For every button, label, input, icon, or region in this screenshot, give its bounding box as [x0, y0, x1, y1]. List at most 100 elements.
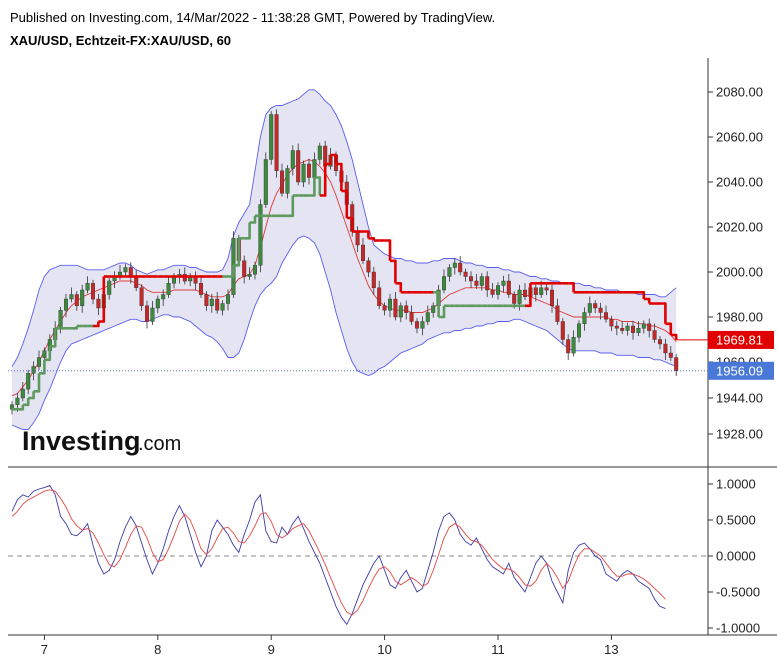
candle-body	[452, 262, 457, 268]
candle-body	[668, 352, 673, 358]
supertrend-segment	[22, 398, 30, 407]
candle-body	[593, 303, 598, 309]
candle-body	[252, 265, 257, 275]
stop-level-badge-bg	[708, 330, 774, 349]
supertrend-segment	[319, 164, 327, 197]
candle-body	[42, 350, 47, 358]
candle-body	[150, 307, 155, 322]
candle-body	[442, 276, 447, 291]
candle-body	[155, 298, 160, 309]
candle-body	[447, 267, 452, 277]
price-tick-label: 1944.00	[716, 391, 763, 406]
supertrend-segment	[363, 230, 370, 239]
candle-body	[577, 323, 582, 338]
last-price-badge-bg	[708, 361, 774, 380]
candle-body	[366, 260, 371, 273]
supertrend-segment	[643, 297, 651, 304]
time-tick-label: 10	[377, 642, 391, 657]
candle-body	[496, 285, 501, 295]
supertrend-segment	[525, 283, 532, 308]
candle-body	[26, 373, 31, 390]
candle-body	[398, 305, 403, 318]
candle-body	[517, 289, 522, 304]
candle-body	[544, 287, 549, 291]
supertrend-segment	[228, 265, 235, 278]
candle-body	[317, 145, 322, 160]
symbol-line: XAU/USD, Echtzeit-FX:XAU/USD, 60	[10, 33, 232, 48]
candle-body	[242, 260, 247, 277]
candle-body	[20, 388, 25, 399]
supertrend-segment	[638, 291, 646, 299]
candle-body	[647, 323, 652, 331]
supertrend-segment	[49, 328, 57, 348]
candle-body	[225, 294, 230, 304]
candle-body	[128, 267, 133, 277]
supertrend-segment	[384, 239, 392, 261]
logo-suffix-text: .com	[138, 433, 181, 455]
price-tick-label: 2040.00	[716, 175, 763, 190]
candle-body	[312, 159, 317, 178]
candle-body	[555, 305, 560, 322]
time-tick-label: 7	[41, 642, 48, 657]
candle-body	[74, 294, 79, 307]
candle-body	[415, 321, 420, 329]
candle-body	[609, 319, 614, 327]
supertrend-segment	[249, 215, 257, 224]
candle-body	[107, 280, 112, 295]
oscillator-tick-label: 1.0000	[716, 477, 756, 492]
candle-body	[485, 276, 490, 291]
oscillator-tick-label: 0.0000	[716, 549, 756, 564]
last-price-badge-label: 1956.09	[716, 363, 763, 378]
candle-body	[215, 298, 220, 311]
supertrend-segment	[44, 346, 52, 362]
candle-body	[301, 163, 306, 183]
candle-body	[550, 289, 555, 307]
supertrend-segment	[390, 259, 397, 284]
candle-body	[285, 168, 290, 194]
time-tick-label: 8	[154, 642, 161, 657]
candle-body	[58, 310, 63, 329]
candle-body	[204, 294, 209, 307]
oscillator-tick-label: 0.5000	[716, 513, 756, 528]
candle-body	[134, 276, 139, 289]
candle-body	[469, 276, 474, 282]
candle-body	[512, 294, 517, 304]
stop-level-badge-label: 1969.81	[716, 332, 763, 347]
candle-body	[139, 287, 144, 306]
candle-body	[63, 298, 68, 311]
candle-body	[144, 305, 149, 322]
oscillator-tick-label: -0.5000	[716, 585, 760, 600]
candle-body	[85, 283, 90, 291]
supertrend-segment	[98, 276, 106, 323]
candle-body	[220, 303, 225, 311]
candle-body	[258, 204, 263, 266]
candle-body	[598, 307, 603, 313]
price-tick-label: 1980.00	[716, 310, 763, 325]
candle-body	[269, 114, 274, 160]
candle-body	[361, 244, 366, 262]
candle-body	[539, 287, 544, 295]
supertrend-segment	[433, 291, 440, 317]
candle-body	[209, 298, 214, 307]
oscillator-pane	[8, 484, 708, 626]
candle-body	[501, 280, 506, 286]
candle-body	[420, 321, 425, 329]
price-pane	[8, 89, 708, 430]
supertrend-segment	[660, 302, 667, 324]
candle-body	[641, 323, 646, 329]
supertrend-segment	[39, 359, 46, 375]
price-tick-label: 2000.00	[716, 265, 763, 280]
supertrend-segment	[438, 305, 446, 319]
supertrend-segment	[309, 177, 316, 197]
candle-body	[166, 283, 171, 295]
supertrend-segment	[665, 322, 673, 335]
oscillator-signal-line	[11, 489, 666, 616]
candle-body	[96, 298, 101, 309]
candle-body	[388, 298, 393, 311]
candle-body	[571, 337, 576, 354]
moving-average-line	[11, 159, 677, 397]
candle-body	[463, 271, 468, 277]
supertrend-segment	[287, 195, 295, 218]
